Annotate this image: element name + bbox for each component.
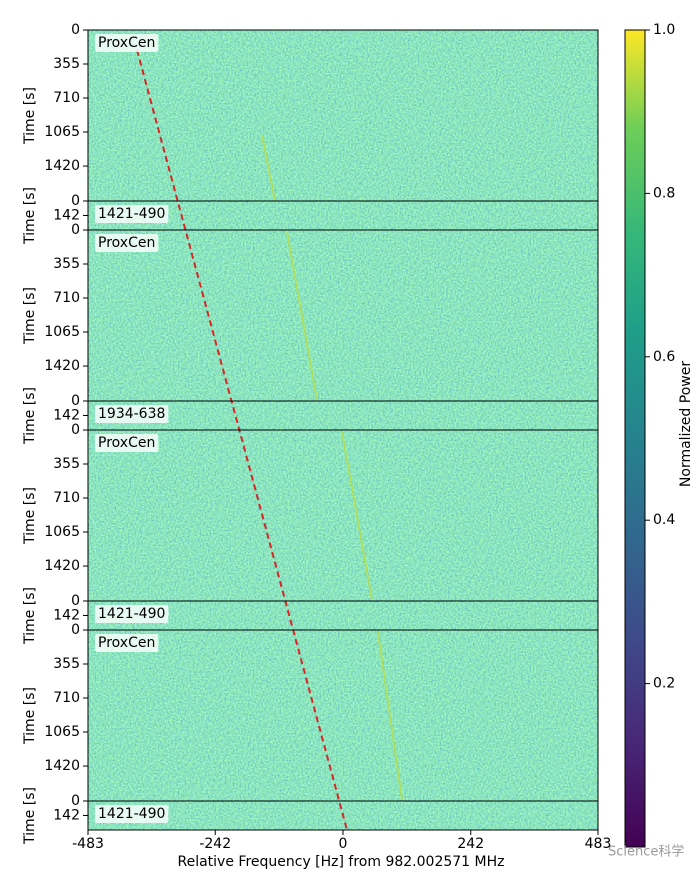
drift-line — [136, 49, 348, 831]
y-tick-label: 142 — [53, 808, 80, 824]
colorbar-tick-label: 0.8 — [653, 185, 675, 201]
x-tick-label: -242 — [199, 836, 231, 852]
panel-label: 1421-490 — [98, 606, 165, 622]
panel-label-box — [95, 434, 159, 452]
y-tick-label: 355 — [53, 656, 80, 672]
panel-label-box — [95, 805, 169, 823]
signal-trace — [261, 134, 403, 801]
colorbar-tick-label: 1.0 — [653, 22, 675, 38]
y-tick-label: 355 — [53, 256, 80, 272]
y-tick-label: 1065 — [44, 324, 80, 340]
y-axis-label: Time [s] — [22, 387, 38, 445]
y-axis-label: Time [s] — [22, 487, 38, 545]
y-tick-label: 1420 — [44, 758, 80, 774]
panel-label: ProxCen — [98, 435, 155, 451]
y-axis-label: Time [s] — [22, 587, 38, 645]
panel-label-box — [95, 605, 169, 623]
y-tick-label: 0 — [71, 422, 80, 438]
x-tick-label: -483 — [72, 836, 104, 852]
y-tick-label: 1420 — [44, 158, 80, 174]
y-tick-label: 0 — [71, 593, 80, 609]
panel-label: ProxCen — [98, 635, 155, 651]
x-tick-label: 242 — [457, 836, 484, 852]
panel-label: 1421-490 — [98, 806, 165, 822]
panel-label-box — [95, 34, 159, 52]
colorbar-label: Normalized Power — [678, 361, 694, 487]
y-tick-label: 0 — [71, 222, 80, 238]
x-axis-label: Relative Frequency [Hz] from 982.002571 … — [178, 854, 505, 870]
colorbar-tick-label: 0.6 — [653, 349, 675, 365]
y-tick-label: 710 — [53, 690, 80, 706]
y-tick-label: 1420 — [44, 358, 80, 374]
watermark: Science科学 — [608, 844, 684, 860]
y-axis-label: Time [s] — [22, 687, 38, 745]
y-axis-label: Time [s] — [22, 87, 38, 145]
panel-label: ProxCen — [98, 35, 155, 51]
panel-label: 1421-490 — [98, 206, 165, 222]
y-tick-label: 355 — [53, 456, 80, 472]
y-axis-label: Time [s] — [22, 187, 38, 245]
y-tick-label: 710 — [53, 490, 80, 506]
colorbar — [624, 29, 646, 848]
y-tick-label: 1065 — [44, 124, 80, 140]
y-tick-label: 1420 — [44, 558, 80, 574]
panel-label: ProxCen — [98, 235, 155, 251]
y-tick-label: 0 — [71, 193, 80, 209]
x-tick-label: 0 — [339, 836, 348, 852]
y-tick-label: 1065 — [44, 524, 80, 540]
y-tick-label: 142 — [53, 608, 80, 624]
y-tick-label: 1065 — [44, 724, 80, 740]
panel-label: 1934-638 — [98, 406, 165, 422]
y-tick-label: 0 — [71, 622, 80, 638]
y-tick-label: 710 — [53, 90, 80, 106]
panel-label-box — [95, 205, 169, 223]
y-tick-label: 142 — [53, 408, 80, 424]
y-tick-label: 355 — [53, 56, 80, 72]
y-tick-label: 0 — [71, 793, 80, 809]
panel-label-box — [95, 634, 159, 652]
y-axis-label: Time [s] — [22, 787, 38, 845]
y-axis-label: Time [s] — [22, 287, 38, 345]
y-tick-label: 142 — [53, 208, 80, 224]
panel-label-box — [95, 234, 159, 252]
y-tick-label: 0 — [71, 393, 80, 409]
y-tick-label: 710 — [53, 290, 80, 306]
colorbar-tick-label: 0.4 — [653, 512, 675, 528]
x-tick-label: 483 — [585, 836, 612, 852]
panel-label-box — [95, 405, 169, 423]
colorbar-tick-label: 0.2 — [653, 676, 675, 692]
y-tick-label: 0 — [71, 22, 80, 38]
